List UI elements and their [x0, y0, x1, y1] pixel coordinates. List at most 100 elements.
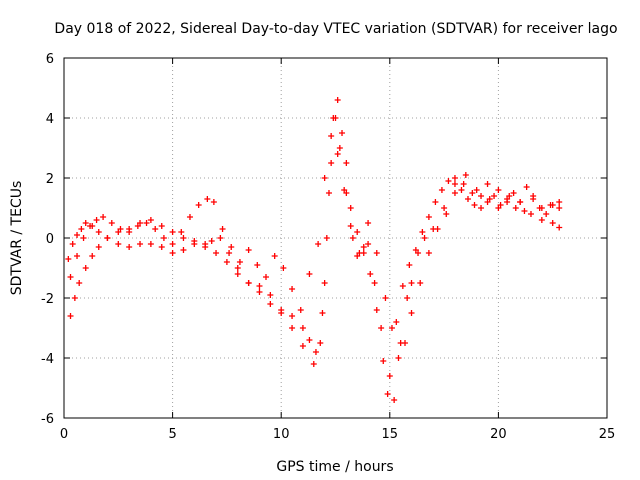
- data-point: [349, 235, 356, 241]
- data-point: [328, 133, 335, 139]
- data-point: [445, 178, 452, 184]
- data-point: [321, 280, 328, 286]
- data-point: [417, 280, 424, 286]
- data-point: [434, 226, 441, 232]
- data-point: [180, 235, 187, 241]
- data-point: [384, 391, 391, 397]
- data-markers: [65, 97, 563, 403]
- data-point: [76, 280, 83, 286]
- series-3: [67, 133, 563, 379]
- data-point: [464, 196, 471, 202]
- data-point: [117, 226, 124, 232]
- data-point: [71, 295, 78, 301]
- data-point: [478, 193, 485, 199]
- data-point: [256, 289, 263, 295]
- data-point: [82, 265, 89, 271]
- data-point: [404, 295, 411, 301]
- data-point: [208, 238, 215, 244]
- data-point: [126, 244, 133, 250]
- data-point: [530, 193, 537, 199]
- data-point: [373, 307, 380, 313]
- y-tick-label: 2: [46, 172, 54, 187]
- data-point: [160, 235, 167, 241]
- data-point: [195, 202, 202, 208]
- data-point: [556, 205, 563, 211]
- data-point: [527, 211, 534, 217]
- plot-frame: [63, 57, 608, 419]
- data-point: [223, 259, 230, 265]
- data-point: [108, 220, 115, 226]
- data-point: [289, 313, 296, 319]
- data-point: [236, 259, 243, 265]
- data-point: [278, 307, 285, 313]
- data-point: [495, 187, 502, 193]
- data-point: [556, 224, 563, 231]
- x-axis-label: GPS time / hours: [276, 459, 393, 475]
- data-point: [228, 244, 235, 250]
- data-point: [388, 325, 395, 331]
- data-point: [147, 241, 154, 247]
- data-point: [360, 244, 367, 250]
- data-point: [402, 340, 409, 346]
- x-tick-label: 20: [490, 427, 507, 442]
- data-point: [354, 253, 361, 259]
- data-point: [491, 193, 498, 199]
- data-point: [325, 190, 332, 196]
- data-point: [347, 205, 354, 211]
- data-point: [67, 313, 74, 319]
- x-tick-label: 25: [599, 427, 616, 442]
- y-tick-label: 4: [46, 112, 54, 127]
- data-point: [280, 265, 287, 271]
- data-point: [245, 247, 252, 253]
- data-point: [137, 241, 144, 247]
- data-point: [408, 280, 415, 286]
- data-point: [504, 196, 511, 202]
- data-point: [299, 325, 306, 331]
- y-tick-label: 0: [46, 232, 54, 247]
- data-point: [245, 280, 252, 286]
- data-point: [365, 220, 372, 226]
- data-point: [310, 361, 317, 367]
- data-point: [406, 262, 413, 268]
- x-tick-label: 10: [273, 427, 290, 442]
- data-point: [158, 223, 165, 229]
- x-tick-label: 15: [382, 427, 399, 442]
- data-point: [89, 253, 96, 259]
- data-point: [267, 292, 274, 298]
- data-point: [74, 232, 81, 238]
- data-point: [451, 175, 458, 181]
- data-point: [365, 241, 372, 247]
- data-point: [69, 241, 76, 247]
- data-point: [419, 229, 426, 235]
- data-point: [556, 199, 563, 205]
- data-point: [78, 226, 85, 232]
- data-point: [180, 247, 187, 253]
- data-point: [451, 190, 458, 196]
- data-point: [271, 253, 278, 259]
- data-point: [328, 160, 335, 166]
- y-axis-label: SDTVAR / TECUs: [9, 181, 25, 296]
- data-point: [393, 319, 400, 325]
- data-point: [473, 187, 480, 193]
- data-point: [391, 397, 398, 403]
- data-point: [486, 196, 493, 202]
- data-point: [115, 241, 122, 247]
- data-point: [373, 250, 380, 256]
- data-point: [334, 97, 341, 103]
- data-point: [443, 211, 450, 217]
- data-point: [339, 130, 346, 136]
- data-point: [432, 199, 439, 205]
- grid: [64, 58, 607, 418]
- data-point: [299, 343, 306, 349]
- data-point: [549, 220, 556, 226]
- data-point: [497, 202, 504, 208]
- y-tick-label: -4: [41, 352, 54, 367]
- data-point: [438, 187, 445, 193]
- data-point: [74, 253, 81, 259]
- data-point: [462, 172, 469, 178]
- data-point: [213, 250, 220, 256]
- data-point: [451, 181, 458, 187]
- data-point: [425, 250, 432, 256]
- data-point: [321, 175, 328, 181]
- data-point: [234, 265, 241, 271]
